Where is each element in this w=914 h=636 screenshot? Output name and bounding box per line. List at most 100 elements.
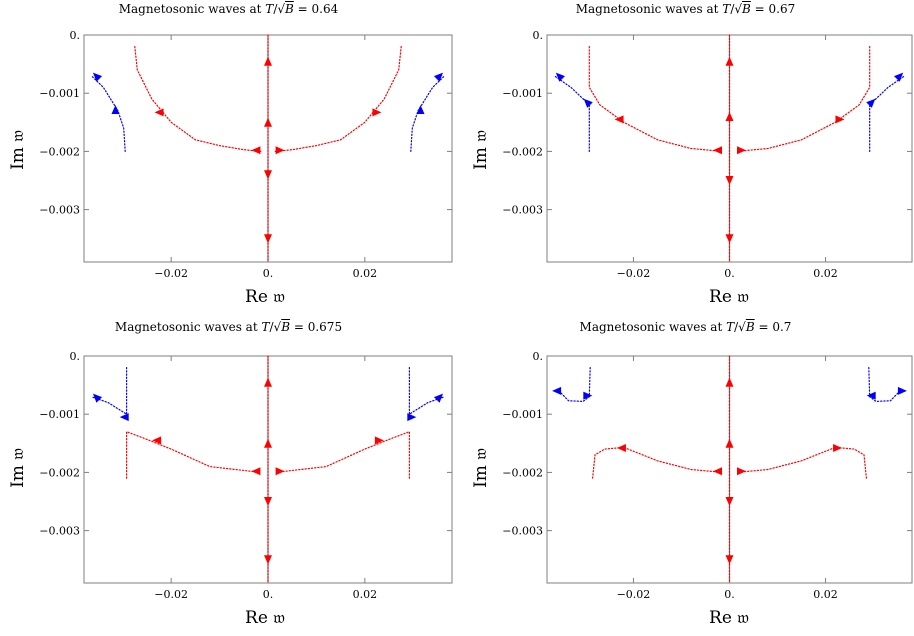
arrow-marker [866,391,876,400]
chart-title: Magnetosonic waves at T/√B = 0.67 [575,2,796,16]
series-red-1 [274,430,410,479]
title-prefix: Magnetosonic waves at [114,320,262,334]
arrow-marker [92,393,103,403]
y-tick-label: −0.003 [502,525,543,538]
arrow-marker [614,115,624,124]
plot-area: −0.02 0. 0.02 0. −0.001 −0.002 −0.003 [39,350,453,601]
y-tick-label: −0.002 [39,145,80,158]
series-red-0 [126,430,262,479]
y-axis-label: Im 𝔴 [7,130,28,170]
arrow-marker [725,438,734,448]
arrow-marker [725,111,734,121]
arrow-marker [407,413,417,422]
series-blue-3 [410,75,446,152]
panel-2: Magnetosonic waves at T/√B = 0.67 −0.02 0… [457,0,914,318]
arrow-marker [866,98,876,108]
series-blue-2 [558,367,591,403]
x-tick-label: 0. [263,267,274,280]
x-axis-label: Re 𝔴 [709,608,749,628]
arrow-marker [833,443,843,452]
panel-4: Magnetosonic waves at T/√B = 0.7 −0.02 0.… [457,318,914,636]
x-tick-label: −0.02 [617,588,651,601]
arrow-marker [264,117,272,127]
series-red-1 [736,46,871,152]
y-axis-label: Im 𝔴 [470,130,491,170]
y-axis-label: Im 𝔴 [470,448,491,488]
y-tick-label: −0.001 [39,408,80,421]
y-tick-label: 0. [533,350,544,363]
arrow-marker [275,146,285,155]
arrow-marker [264,438,272,448]
series-blue-2 [90,75,126,152]
arrow-marker [264,234,272,244]
arrow-marker [712,146,722,155]
title-value: 0.7 [772,320,792,334]
x-tick-label: 0.02 [353,588,378,601]
arrow-marker [616,443,626,452]
series-red-0 [592,446,723,479]
arrow-marker [416,105,425,115]
y-axis-label: Im 𝔴 [7,448,28,488]
x-tick-label: −0.02 [617,267,651,280]
title-value: 0.675 [307,320,343,334]
arrow-marker [433,393,444,403]
y-tick-label: −0.003 [39,525,80,538]
chart-title: Magnetosonic waves at T/√B = 0.64 [118,2,339,16]
arrow-marker [154,108,164,117]
x-tick-label: −0.02 [154,588,188,601]
x-tick-label: −0.02 [154,267,188,280]
x-tick-label: 0.02 [813,267,838,280]
arrow-marker [737,467,747,476]
arrow-marker [264,377,272,387]
y-tick-label: −0.001 [502,408,543,421]
arrow-marker [583,98,593,108]
x-tick-label: 0. [724,588,735,601]
series-red-0 [588,46,723,152]
title-prefix: Magnetosonic waves at [118,2,266,16]
series-red-1 [274,46,402,152]
arrow-marker [374,436,384,445]
arrow-marker [264,555,272,565]
arrow-marker [92,72,103,82]
arrow-marker [152,436,162,445]
series-blue-3 [868,367,901,403]
series-blue-2 [90,367,128,416]
y-tick-label: 0. [70,350,81,363]
series-red-0 [134,46,262,152]
plot-area: −0.02 0. 0.02 0. −0.001 −0.002 −0.003 [39,29,453,280]
series-blue-2 [553,75,590,152]
title-value: 0.67 [768,2,796,16]
series-red-1 [736,446,867,479]
series-blue-3 [869,75,906,152]
arrow-marker [372,108,382,117]
arrow-marker [897,386,907,395]
y-tick-label: 0. [70,29,81,42]
title-prefix: Magnetosonic waves at [579,320,727,334]
panel-1: Magnetosonic waves at T/√B = 0.64 −0.02 0… [0,0,457,318]
x-axis-label: Re 𝔴 [245,287,285,307]
arrow-marker [251,146,261,155]
arrow-marker [725,497,734,507]
y-tick-label: −0.003 [502,204,543,217]
arrow-marker [725,176,734,186]
y-tick-label: −0.001 [39,87,80,100]
arrow-marker [264,170,272,180]
chart-title: Magnetosonic waves at T/√B = 0.675 [114,320,343,334]
y-tick-label: 0. [533,29,544,42]
plot-area: −0.02 0. 0.02 0. −0.001 −0.002 −0.003 [502,29,913,280]
x-tick-label: 0. [263,588,274,601]
arrow-marker [583,391,593,400]
y-tick-label: −0.003 [39,204,80,217]
arrow-marker [433,72,444,82]
arrow-marker [712,467,722,476]
arrow-marker [725,234,734,244]
title-prefix: Magnetosonic waves at [575,2,723,16]
arrow-marker [119,413,129,422]
arrow-marker [111,105,120,115]
arrow-marker [725,56,734,66]
arrow-marker [737,146,747,155]
y-tick-label: −0.002 [502,145,543,158]
y-tick-label: −0.001 [502,87,543,100]
arrow-marker [552,386,562,395]
arrow-marker [555,72,565,82]
